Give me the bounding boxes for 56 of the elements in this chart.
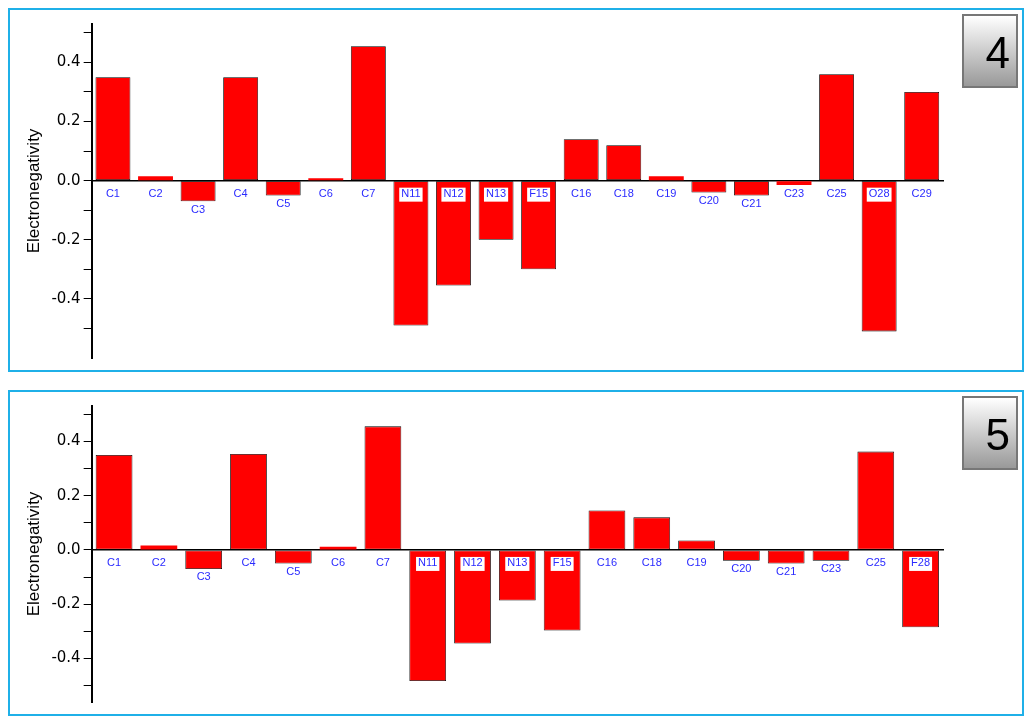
y-tick-label: -0.4 (51, 288, 81, 307)
x-tick-label: C7 (361, 187, 376, 200)
x-tick-label: C1 (107, 556, 122, 569)
x-tick-label: C16 (596, 556, 618, 569)
x-tick-label: C2 (148, 187, 163, 200)
x-tick-label: N12 (462, 556, 483, 569)
y-axis-title: Electronegativity (23, 128, 43, 254)
bar (138, 176, 173, 181)
y-tick-label: -0.2 (51, 229, 81, 248)
bar (776, 181, 812, 186)
y-tick-label: 0.2 (56, 485, 81, 504)
text: 5 (962, 396, 1018, 470)
y-tick-label: 0.2 (56, 111, 81, 130)
x-tick-label: C21 (776, 565, 797, 578)
x-tick-label: C5 (286, 565, 301, 578)
x-tick-label: C7 (375, 556, 390, 569)
y-tick-label: 0.0 (56, 539, 81, 558)
x-tick-label: F15 (529, 187, 549, 200)
x-tick-label: C23 (820, 562, 842, 575)
y-tick-label: -0.2 (51, 594, 81, 613)
x-tick-label: C20 (698, 194, 719, 207)
x-tick-label: C21 (741, 196, 762, 209)
x-tick-label: C6 (331, 556, 346, 569)
y-tick-label: 0.0 (56, 170, 81, 189)
x-tick-label: C19 (686, 556, 707, 569)
x-tick-label: C3 (196, 570, 211, 583)
x-tick-label: N11 (401, 187, 421, 200)
x-tick-label: C4 (233, 187, 248, 200)
x-tick-label: F28 (911, 556, 931, 569)
x-tick-label: C20 (731, 562, 752, 575)
y-tick-label: -0.4 (51, 648, 81, 667)
x-tick-label: C3 (191, 202, 206, 215)
x-tick-label: F15 (552, 556, 572, 569)
x-tick-label: C23 (783, 186, 805, 199)
x-tick-label: C18 (641, 556, 662, 569)
x-tick-label: N13 (507, 556, 528, 569)
y-axis-title: Electronegativity (23, 491, 43, 617)
x-tick-label: O28 (868, 187, 890, 200)
text: 4 (962, 14, 1018, 88)
x-tick-label: C25 (826, 187, 847, 200)
x-tick-label: C29 (911, 187, 932, 200)
y-tick-label: 0.4 (56, 52, 81, 71)
x-tick-label: C16 (571, 187, 592, 200)
x-tick-label: N11 (418, 556, 438, 569)
x-tick-label: C1 (105, 187, 120, 200)
bar (648, 176, 684, 181)
x-tick-label: C4 (241, 556, 256, 569)
x-tick-label: N13 (485, 187, 507, 200)
x-tick-label: C25 (865, 556, 886, 569)
x-tick-label: C19 (656, 187, 677, 200)
y-tick-label: 0.4 (56, 431, 81, 450)
x-tick-label: N12 (443, 187, 464, 200)
x-tick-label: C2 (151, 556, 166, 569)
x-tick-label: C18 (613, 187, 634, 200)
x-tick-label: C6 (318, 187, 333, 200)
x-tick-label: C5 (276, 196, 291, 209)
